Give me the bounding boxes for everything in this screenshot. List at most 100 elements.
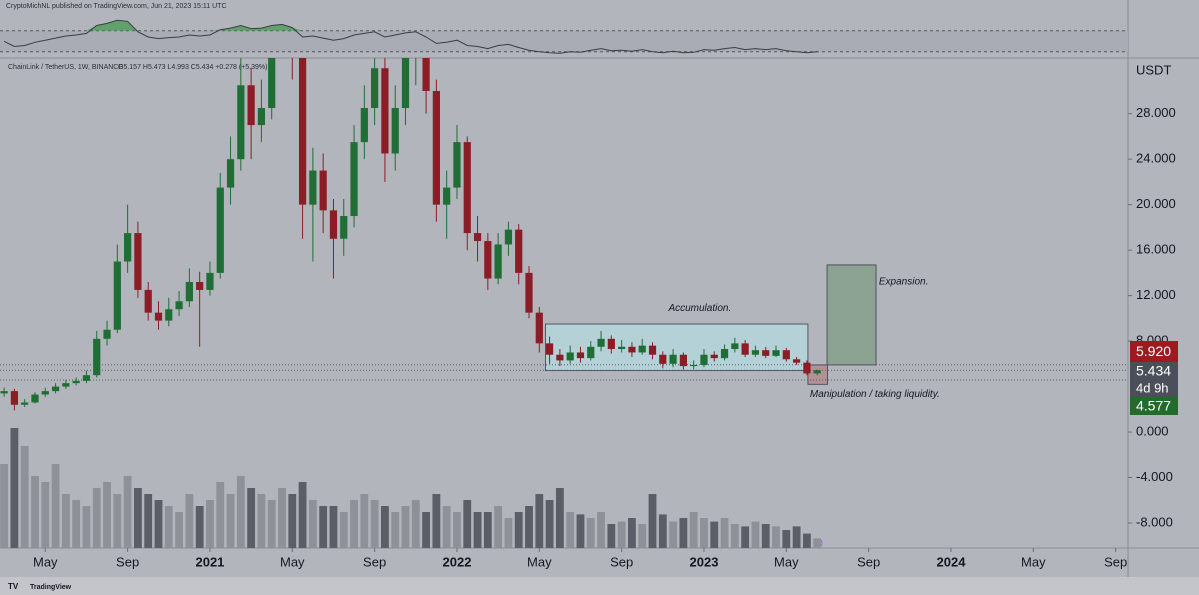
candle-body xyxy=(381,68,389,154)
price-label: 5.434 xyxy=(1136,363,1171,379)
candle-body xyxy=(329,210,338,239)
candle-body xyxy=(340,216,348,239)
volume-bar xyxy=(525,506,533,548)
candle-body xyxy=(628,346,636,353)
volume-bar xyxy=(586,518,595,548)
volume-bar xyxy=(257,494,266,548)
volume-bar xyxy=(555,488,564,548)
x-tick-label: 2023 xyxy=(690,554,719,569)
candle-body xyxy=(741,343,749,355)
volume-bar xyxy=(514,512,523,548)
zone xyxy=(807,364,828,385)
volume-bar xyxy=(298,482,307,548)
candle-body xyxy=(237,85,245,160)
annotation: Expansion. xyxy=(879,277,928,288)
candle-body xyxy=(731,343,739,350)
currency-label: USDT xyxy=(1136,62,1171,77)
volume-bar xyxy=(329,506,338,548)
volume-bar xyxy=(360,494,369,548)
candle-body xyxy=(206,272,214,290)
y-tick-label: 12.000 xyxy=(1136,287,1176,302)
volume-bar xyxy=(422,512,430,548)
candle-body xyxy=(226,159,235,188)
candle-body xyxy=(144,289,152,313)
volume-bar xyxy=(710,521,719,548)
candle-body xyxy=(545,343,554,355)
candle-body xyxy=(690,364,698,367)
countdown-box xyxy=(1130,380,1178,397)
header: CryptoMichNL published on TradingView.co… xyxy=(6,3,227,10)
y-tick-label: -4.000 xyxy=(1136,469,1173,484)
volume-bar xyxy=(679,518,688,548)
x-tick-label: May xyxy=(33,554,58,569)
candle-body xyxy=(257,108,266,126)
symbol-legend: ChainLink / TetherUS, 1W, BINANCE xyxy=(8,64,123,71)
volume-bar xyxy=(319,506,328,548)
candle-body xyxy=(618,346,626,350)
candle-body xyxy=(371,68,379,109)
volume-bar xyxy=(473,512,482,548)
candle-body xyxy=(638,345,646,353)
volume-bar xyxy=(72,500,81,548)
candle-body xyxy=(103,329,111,339)
volume-bar xyxy=(247,488,256,548)
volume-bar xyxy=(31,476,39,548)
candle-body xyxy=(751,350,760,355)
x-tick-label: May xyxy=(1021,554,1046,569)
candle-body xyxy=(597,338,605,347)
volume-bar xyxy=(288,494,297,548)
x-tick-label: Sep xyxy=(1104,554,1127,569)
price-label-box xyxy=(1130,341,1178,362)
candle-body xyxy=(216,187,224,273)
volume-bar xyxy=(463,500,472,548)
volume-bar xyxy=(576,514,585,548)
x-tick-label: Sep xyxy=(363,554,386,569)
volume-bar xyxy=(206,500,214,548)
y-tick-label: 16.000 xyxy=(1136,242,1176,257)
rsi-line xyxy=(3,19,818,54)
volume-bar xyxy=(411,500,420,548)
candle-body xyxy=(41,391,49,395)
candle-body xyxy=(31,394,39,403)
candle-body xyxy=(669,354,677,364)
candle-body xyxy=(679,354,687,367)
price-label-box xyxy=(1130,362,1178,380)
volume-bar xyxy=(195,506,204,548)
candle-body xyxy=(515,229,523,273)
volume-bar xyxy=(494,506,503,548)
volume-bar xyxy=(123,476,132,548)
candle-body xyxy=(443,187,451,205)
volume-bar xyxy=(607,524,616,548)
candle-body xyxy=(720,349,729,359)
footer-bar xyxy=(0,577,1199,595)
candle-body xyxy=(484,241,492,279)
volume-bar xyxy=(700,518,708,548)
candle-body xyxy=(196,281,204,290)
x-tick-label: 2022 xyxy=(443,554,472,569)
annotation: Manipulation / taking liquidity. xyxy=(810,389,940,400)
candle-body xyxy=(453,142,461,188)
candle-body xyxy=(762,350,770,356)
price-label-box xyxy=(1130,397,1178,415)
volume-bar xyxy=(154,500,163,548)
candle-body xyxy=(185,281,193,302)
candle-body xyxy=(93,338,101,376)
candle-body xyxy=(422,58,430,91)
candle-body xyxy=(268,58,276,109)
candle-body xyxy=(10,391,19,405)
candle-body xyxy=(772,350,780,356)
x-tick-label: May xyxy=(280,554,305,569)
zone xyxy=(826,264,877,366)
price-label: 5.920 xyxy=(1136,343,1171,359)
axes: 28.00024.00020.00016.00012.0008.0000.000… xyxy=(33,105,1178,569)
volume-bar xyxy=(92,488,101,548)
volume-bar xyxy=(813,538,822,548)
volume-bar xyxy=(751,521,760,548)
candle-body xyxy=(134,233,142,290)
candle-body xyxy=(72,380,80,384)
volume-bar xyxy=(782,530,791,548)
volume-bar xyxy=(267,500,276,548)
y-tick-label: 0.000 xyxy=(1136,423,1169,438)
